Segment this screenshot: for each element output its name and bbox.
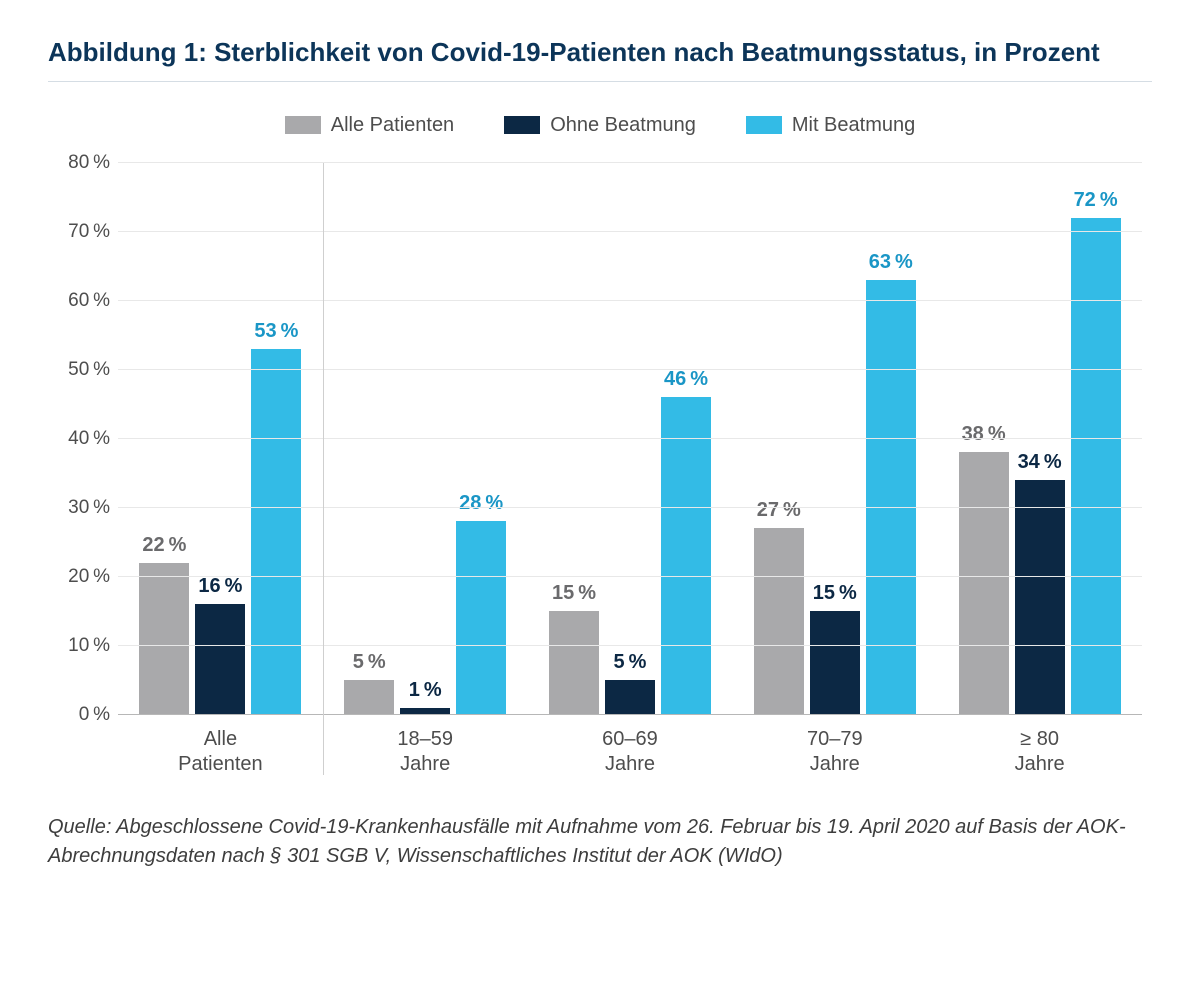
- y-tick-label: 50 %: [48, 359, 110, 381]
- y-tick-label: 80 %: [48, 152, 110, 174]
- gridline: [118, 162, 1142, 163]
- legend-item: Alle Patienten: [285, 114, 454, 137]
- bar: [456, 521, 506, 714]
- category-label: Alle Patienten: [118, 727, 323, 777]
- bar-value-label: 16 %: [180, 575, 260, 598]
- bar: [754, 528, 804, 714]
- bar-value-label: 38 %: [944, 423, 1024, 446]
- bar-value-label: 22 %: [124, 534, 204, 557]
- chart-source-note: Quelle: Abgeschlossene Covid-19-Krankenh…: [48, 813, 1152, 871]
- title-divider: [48, 81, 1152, 82]
- legend-swatch: [504, 116, 540, 134]
- gridline: [118, 438, 1142, 439]
- bar: [866, 280, 916, 715]
- bar-value-label: 5 %: [329, 651, 409, 674]
- group-separator-line: [323, 163, 324, 775]
- bar-value-label: 15 %: [795, 582, 875, 605]
- legend-item: Ohne Beatmung: [504, 114, 696, 137]
- bar-value-label: 63 %: [851, 251, 931, 274]
- category-label: 60–69 Jahre: [528, 727, 733, 777]
- bar-value-label: 15 %: [534, 582, 614, 605]
- bar: [661, 397, 711, 714]
- legend-item: Mit Beatmung: [746, 114, 915, 137]
- y-tick-label: 20 %: [48, 566, 110, 588]
- bar: [1015, 480, 1065, 715]
- bar-value-label: 46 %: [646, 368, 726, 391]
- bar: [251, 349, 301, 715]
- bar-value-label: 5 %: [590, 651, 670, 674]
- legend-label: Mit Beatmung: [792, 114, 915, 137]
- legend-swatch: [285, 116, 321, 134]
- bar-value-label: 72 %: [1056, 189, 1136, 212]
- x-axis-line: [118, 714, 1142, 715]
- bar: [195, 604, 245, 714]
- y-tick-label: 70 %: [48, 221, 110, 243]
- bar: [1071, 218, 1121, 715]
- y-tick-label: 30 %: [48, 497, 110, 519]
- plot-area: 22 % 16 % 53 % 5 % 1 % 28 % 15 % 5 % 46 % 27 % 15 …: [118, 163, 1142, 715]
- gridline: [118, 369, 1142, 370]
- gridline: [118, 576, 1142, 577]
- bar: [605, 680, 655, 715]
- legend-label: Ohne Beatmung: [550, 114, 696, 137]
- chart-area: 22 % 16 % 53 % 5 % 1 % 28 % 15 % 5 % 46 % 27 % 15 …: [48, 155, 1152, 785]
- y-tick-label: 0 %: [48, 704, 110, 726]
- bar-value-label: 53 %: [236, 320, 316, 343]
- chart-figure: Abbildung 1: Sterblichkeit von Covid-19-…: [0, 0, 1200, 987]
- bar: [959, 452, 1009, 714]
- y-tick-label: 60 %: [48, 290, 110, 312]
- legend-label: Alle Patienten: [331, 114, 454, 137]
- legend-swatch: [746, 116, 782, 134]
- gridline: [118, 507, 1142, 508]
- bar-value-label: 1 %: [385, 679, 465, 702]
- bar-value-label: 27 %: [739, 499, 819, 522]
- gridline: [118, 231, 1142, 232]
- chart-title: Abbildung 1: Sterblichkeit von Covid-19-…: [48, 36, 1152, 69]
- category-label: ≥ 80 Jahre: [937, 727, 1142, 777]
- category-label: 18–59 Jahre: [323, 727, 528, 777]
- legend: Alle Patienten Ohne Beatmung Mit Beatmung: [48, 114, 1152, 137]
- y-tick-label: 10 %: [48, 635, 110, 657]
- category-label: 70–79 Jahre: [732, 727, 937, 777]
- gridline: [118, 645, 1142, 646]
- bar: [810, 611, 860, 715]
- bar-value-label: 34 %: [1000, 451, 1080, 474]
- y-tick-label: 40 %: [48, 428, 110, 450]
- gridline: [118, 300, 1142, 301]
- bar-value-label: 28 %: [441, 492, 521, 515]
